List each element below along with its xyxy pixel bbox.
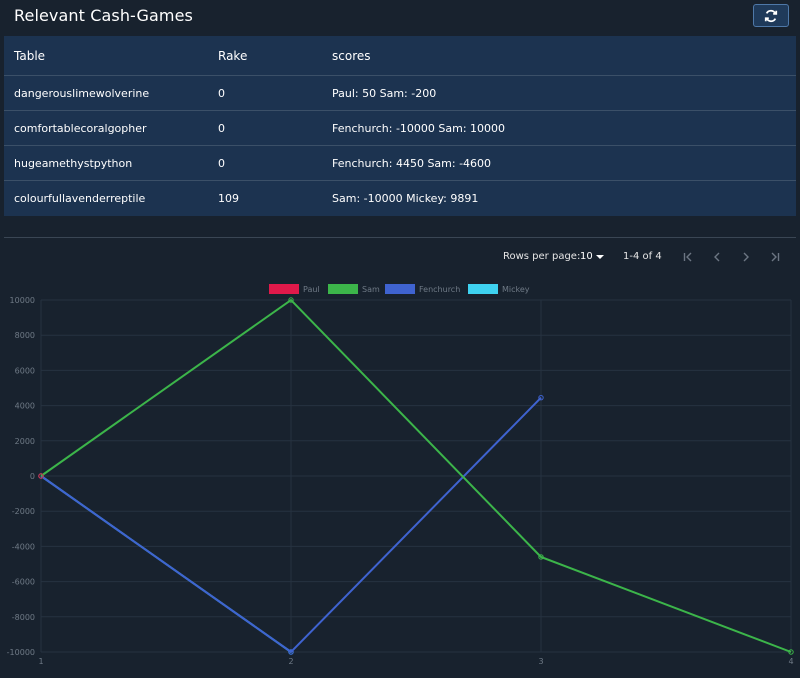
legend-label-paul: Paul — [303, 285, 320, 294]
table-header-row: Table Rake scores — [4, 36, 796, 76]
x-tick-label: 4 — [788, 657, 793, 666]
x-tick-label: 3 — [538, 657, 543, 666]
scores-chart: 10000 8000 6000 4000 2000 0 -2000 -4000 -6000 -80… — [0, 278, 800, 678]
y-tick-label: -2000 — [12, 507, 35, 516]
prev-page-icon — [714, 252, 720, 262]
rake-cell: 0 — [218, 87, 225, 100]
next-page-icon — [743, 252, 749, 262]
data-point-paul — [38, 473, 44, 479]
legend-swatch-mickey — [468, 284, 498, 294]
y-tick-label: -8000 — [12, 613, 35, 622]
rows-per-page-value: 10 — [580, 251, 593, 262]
cash-games-table: Table Rake scores dangerouslimewolverine… — [4, 36, 796, 216]
legend-swatch-sam — [328, 284, 358, 294]
prev-page-button[interactable] — [709, 250, 725, 264]
y-tick-label: 2000 — [15, 437, 35, 446]
scores-cell: Fenchurch: 4450 Sam: -4600 — [332, 157, 492, 170]
refresh-icon — [764, 9, 778, 22]
table-name-cell: dangerouslimewolverine — [14, 87, 150, 100]
section-divider — [4, 237, 796, 238]
y-tick-label: -10000 — [7, 648, 35, 657]
data-point-sam — [538, 554, 544, 560]
data-point-fenchurch — [288, 649, 294, 655]
series-line-fenchurch — [40, 396, 542, 654]
legend-label-sam: Sam — [362, 285, 380, 294]
next-page-button[interactable] — [738, 250, 754, 264]
rake-cell: 0 — [218, 122, 225, 135]
table-name-cell: comfortablecoralgopher — [14, 122, 147, 135]
column-header-rake[interactable]: Rake — [218, 49, 248, 63]
rake-cell: 109 — [218, 192, 239, 205]
legend-swatch-fenchurch — [385, 284, 415, 294]
rake-cell: 0 — [218, 157, 225, 170]
y-tick-label: -4000 — [12, 542, 35, 551]
y-tick-label: 4000 — [15, 402, 35, 411]
legend-label-mickey: Mickey — [502, 285, 530, 294]
series-line-sam — [40, 298, 792, 653]
table-name-cell: colourfullavenderreptile — [14, 192, 146, 205]
scores-cell: Paul: 50 Sam: -200 — [332, 87, 437, 100]
y-tick-label: -6000 — [12, 578, 35, 587]
rows-per-page-select[interactable]: 10 — [580, 251, 604, 262]
y-tick-label: 0 — [30, 472, 35, 481]
data-point-sam — [788, 649, 794, 655]
scores-line-chart: 10000 8000 6000 4000 2000 0 -2000 -4000 -6000 -80… — [7, 284, 794, 666]
first-page-icon — [683, 252, 692, 262]
legend-swatch-paul — [269, 284, 299, 294]
table-row[interactable]: dangerouslimewolverine 0 Paul: 50 Sam: -… — [4, 76, 796, 111]
last-page-button[interactable] — [767, 250, 783, 264]
data-point-sam — [288, 297, 294, 303]
first-page-button[interactable] — [680, 250, 696, 264]
page-title: Relevant Cash-Games — [14, 6, 193, 25]
legend-label-fenchurch: Fenchurch — [419, 285, 460, 294]
last-page-icon — [771, 252, 780, 262]
y-tick-label: 8000 — [15, 331, 35, 340]
rows-per-page-label: Rows per page: — [503, 251, 581, 262]
scores-cell: Fenchurch: -10000 Sam: 10000 — [332, 122, 506, 135]
caret-down-icon — [595, 254, 604, 259]
pagination-range: 1-4 of 4 — [623, 251, 662, 262]
scores-cell: Sam: -10000 Mickey: 9891 — [332, 192, 479, 205]
x-tick-label: 1 — [38, 657, 43, 666]
table-row[interactable]: hugeamethystpython 0 Fenchurch: 4450 Sam… — [4, 146, 796, 181]
page-header: Relevant Cash-Games — [0, 0, 800, 34]
column-header-scores[interactable]: scores — [332, 49, 371, 63]
data-point-fenchurch — [538, 394, 544, 401]
refresh-button[interactable] — [753, 4, 789, 27]
table-name-cell: hugeamethystpython — [14, 157, 133, 170]
column-header-table[interactable]: Table — [14, 49, 46, 63]
table-row[interactable]: comfortablecoralgopher 0 Fenchurch: -100… — [4, 111, 796, 146]
x-tick-label: 2 — [288, 657, 293, 666]
y-tick-label: 10000 — [10, 296, 35, 305]
table-row[interactable]: colourfullavenderreptile 109 Sam: -10000… — [4, 181, 796, 216]
y-tick-label: 6000 — [15, 366, 35, 375]
